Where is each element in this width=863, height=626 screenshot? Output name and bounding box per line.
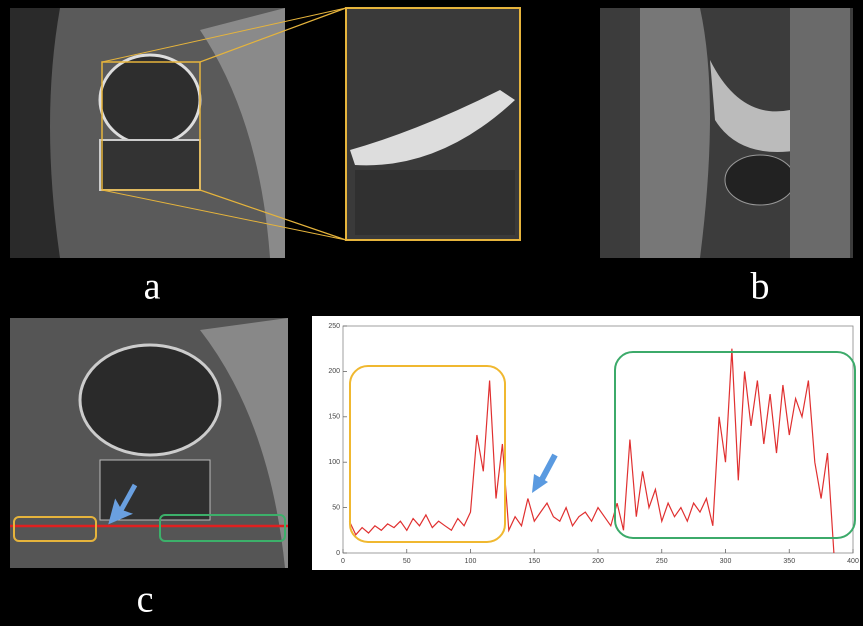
- y-tick-label: 0: [336, 550, 340, 557]
- panel-label: a: [144, 266, 161, 308]
- panel-label: c: [137, 579, 154, 621]
- mri-c: [10, 318, 288, 568]
- x-tick-label: 350: [783, 558, 795, 565]
- x-tick-label: 400: [847, 558, 859, 565]
- panel-label: b: [751, 266, 770, 308]
- x-tick-label: 50: [403, 558, 411, 565]
- mri-b: [600, 8, 853, 258]
- y-tick-label: 150: [328, 414, 340, 421]
- x-tick-label: 200: [592, 558, 604, 565]
- x-tick-label: 250: [656, 558, 668, 565]
- x-tick-label: 150: [528, 558, 540, 565]
- y-tick-label: 100: [328, 459, 340, 466]
- figure: 050100150200250050100150200250300350400 …: [0, 0, 863, 626]
- y-tick-label: 50: [332, 504, 340, 511]
- y-tick-label: 250: [328, 323, 340, 330]
- y-tick-label: 200: [328, 368, 340, 375]
- x-tick-label: 300: [720, 558, 732, 565]
- x-tick-label: 100: [465, 558, 477, 565]
- mri-a: [10, 8, 520, 258]
- x-tick-label: 0: [341, 558, 345, 565]
